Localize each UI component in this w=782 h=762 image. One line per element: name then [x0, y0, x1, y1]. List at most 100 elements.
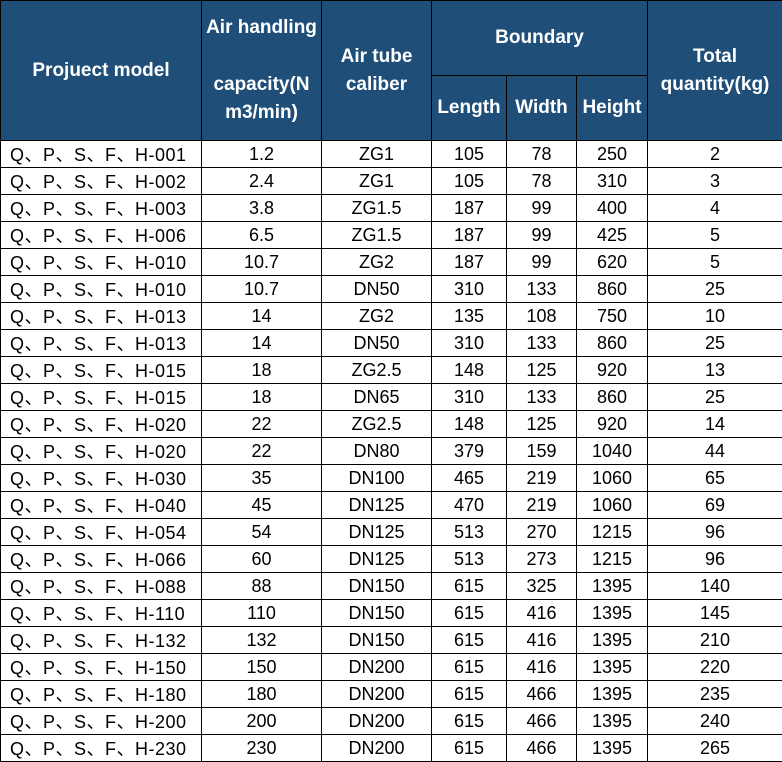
cell-width: 466 [507, 681, 577, 708]
cell-total: 44 [648, 438, 782, 465]
cell-total: 96 [648, 519, 782, 546]
cell-height: 1395 [577, 654, 648, 681]
header-model: Projuect model [1, 1, 202, 141]
cell-model: Q、P、S、F、H-088 [1, 573, 202, 600]
cell-length: 310 [432, 384, 507, 411]
cell-caliber: DN65 [322, 384, 432, 411]
table-row: Q、P、S、F、H-110 110 DN150 615 416 1395 145 [1, 600, 782, 627]
cell-height: 310 [577, 168, 648, 195]
table-row: Q、P、S、F、H-010 10.7 ZG2 187 99 620 5 [1, 249, 782, 276]
cell-width: 219 [507, 492, 577, 519]
cell-model: Q、P、S、F、H-066 [1, 546, 202, 573]
cell-caliber: DN50 [322, 330, 432, 357]
cell-width: 133 [507, 276, 577, 303]
cell-model: Q、P、S、F、H-054 [1, 519, 202, 546]
cell-height: 400 [577, 195, 648, 222]
cell-height: 920 [577, 411, 648, 438]
table-row: Q、P、S、F、H-180 180 DN200 615 466 1395 235 [1, 681, 782, 708]
table-row: Q、P、S、F、H-015 18 DN65 310 133 860 25 [1, 384, 782, 411]
cell-length: 615 [432, 573, 507, 600]
cell-height: 620 [577, 249, 648, 276]
cell-capacity: 3.8 [202, 195, 322, 222]
cell-total: 210 [648, 627, 782, 654]
table-body: Q、P、S、F、H-001 1.2 ZG1 105 78 250 2 Q、P、S… [1, 141, 782, 762]
cell-height: 1395 [577, 627, 648, 654]
cell-model: Q、P、S、F、H-015 [1, 357, 202, 384]
cell-caliber: DN125 [322, 492, 432, 519]
cell-total: 10 [648, 303, 782, 330]
cell-length: 135 [432, 303, 507, 330]
table-row: Q、P、S、F、H-010 10.7 DN50 310 133 860 25 [1, 276, 782, 303]
cell-length: 615 [432, 735, 507, 762]
cell-model: Q、P、S、F、H-010 [1, 276, 202, 303]
table-row: Q、P、S、F、H-006 6.5 ZG1.5 187 99 425 5 [1, 222, 782, 249]
table-row: Q、P、S、F、H-002 2.4 ZG1 105 78 310 3 [1, 168, 782, 195]
cell-model: Q、P、S、F、H-002 [1, 168, 202, 195]
cell-length: 187 [432, 222, 507, 249]
header-length: Length [432, 76, 507, 141]
cell-caliber: DN125 [322, 546, 432, 573]
cell-caliber: DN125 [322, 519, 432, 546]
cell-width: 270 [507, 519, 577, 546]
cell-length: 148 [432, 357, 507, 384]
cell-width: 99 [507, 195, 577, 222]
cell-model: Q、P、S、F、H-180 [1, 681, 202, 708]
cell-length: 310 [432, 276, 507, 303]
cell-caliber: DN80 [322, 438, 432, 465]
table-row: Q、P、S、F、H-013 14 ZG2 135 108 750 10 [1, 303, 782, 330]
cell-height: 1395 [577, 600, 648, 627]
cell-height: 250 [577, 141, 648, 168]
cell-length: 615 [432, 681, 507, 708]
cell-total: 5 [648, 222, 782, 249]
header-capacity-bottom: capacity(N m3/min) [204, 71, 319, 127]
cell-height: 1395 [577, 735, 648, 762]
cell-caliber: DN150 [322, 573, 432, 600]
cell-total: 13 [648, 357, 782, 384]
cell-height: 1060 [577, 465, 648, 492]
table-row: Q、P、S、F、H-088 88 DN150 615 325 1395 140 [1, 573, 782, 600]
cell-model: Q、P、S、F、H-013 [1, 303, 202, 330]
header-width: Width [507, 76, 577, 141]
cell-length: 513 [432, 519, 507, 546]
cell-total: 240 [648, 708, 782, 735]
header-caliber: Air tube caliber [322, 1, 432, 141]
cell-capacity: 2.4 [202, 168, 322, 195]
cell-length: 187 [432, 249, 507, 276]
cell-caliber: ZG2.5 [322, 357, 432, 384]
cell-height: 1395 [577, 708, 648, 735]
cell-capacity: 1.2 [202, 141, 322, 168]
cell-model: Q、P、S、F、H-013 [1, 330, 202, 357]
table-row: Q、P、S、F、H-003 3.8 ZG1.5 187 99 400 4 [1, 195, 782, 222]
cell-caliber: DN200 [322, 708, 432, 735]
cell-capacity: 10.7 [202, 276, 322, 303]
cell-length: 465 [432, 465, 507, 492]
cell-capacity: 150 [202, 654, 322, 681]
table-row: Q、P、S、F、H-066 60 DN125 513 273 1215 96 [1, 546, 782, 573]
cell-height: 1215 [577, 546, 648, 573]
cell-width: 325 [507, 573, 577, 600]
header-row-top: Projuect model Air handling capacity(N m… [1, 1, 782, 76]
cell-caliber: ZG1 [322, 141, 432, 168]
header-capacity: Air handling capacity(N m3/min) [202, 1, 322, 141]
table-row: Q、P、S、F、H-020 22 ZG2.5 148 125 920 14 [1, 411, 782, 438]
cell-length: 513 [432, 546, 507, 573]
cell-capacity: 35 [202, 465, 322, 492]
header-total: Total quantity(kg) [648, 1, 782, 141]
cell-total: 265 [648, 735, 782, 762]
cell-width: 125 [507, 357, 577, 384]
cell-capacity: 60 [202, 546, 322, 573]
cell-caliber: DN200 [322, 654, 432, 681]
cell-length: 187 [432, 195, 507, 222]
cell-capacity: 200 [202, 708, 322, 735]
cell-width: 466 [507, 708, 577, 735]
cell-length: 615 [432, 627, 507, 654]
cell-caliber: DN100 [322, 465, 432, 492]
cell-length: 105 [432, 141, 507, 168]
cell-caliber: DN200 [322, 681, 432, 708]
cell-length: 470 [432, 492, 507, 519]
cell-height: 1395 [577, 573, 648, 600]
cell-total: 235 [648, 681, 782, 708]
cell-width: 416 [507, 600, 577, 627]
table-row: Q、P、S、F、H-200 200 DN200 615 466 1395 240 [1, 708, 782, 735]
cell-model: Q、P、S、F、H-110 [1, 600, 202, 627]
